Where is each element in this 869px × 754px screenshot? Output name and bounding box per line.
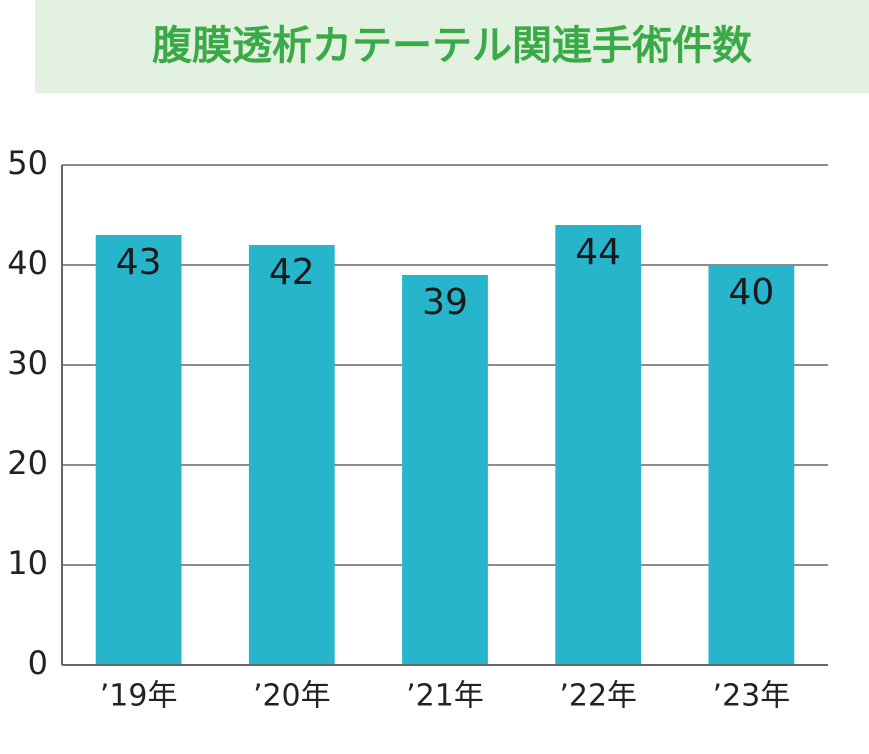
value-label: 44: [575, 232, 621, 273]
y-tick-label: 0: [28, 644, 48, 682]
bar: [402, 275, 488, 665]
bar: [95, 235, 182, 665]
value-label: 42: [269, 252, 315, 293]
x-tick-label: ’20年: [253, 679, 331, 714]
x-tick-label: ’23年: [713, 679, 791, 714]
x-tick-label: ’19年: [100, 679, 178, 714]
y-tick-label: 30: [7, 344, 48, 382]
x-tick-label: ’22年: [559, 679, 637, 714]
y-tick-label: 10: [7, 544, 48, 582]
value-label: 39: [422, 282, 468, 323]
bar: [555, 225, 642, 665]
title-band: [35, 0, 869, 93]
bar: [708, 265, 795, 665]
bar: [248, 245, 335, 665]
y-tick-label: 40: [7, 244, 48, 282]
y-tick-label: 50: [7, 144, 48, 182]
value-label: 40: [728, 272, 774, 313]
y-tick-label: 20: [7, 444, 48, 482]
x-tick-label: ’21年: [406, 679, 484, 714]
value-label: 43: [116, 242, 162, 283]
chart-title: 腹膜透析カテーテル関連手術件数: [152, 23, 752, 69]
